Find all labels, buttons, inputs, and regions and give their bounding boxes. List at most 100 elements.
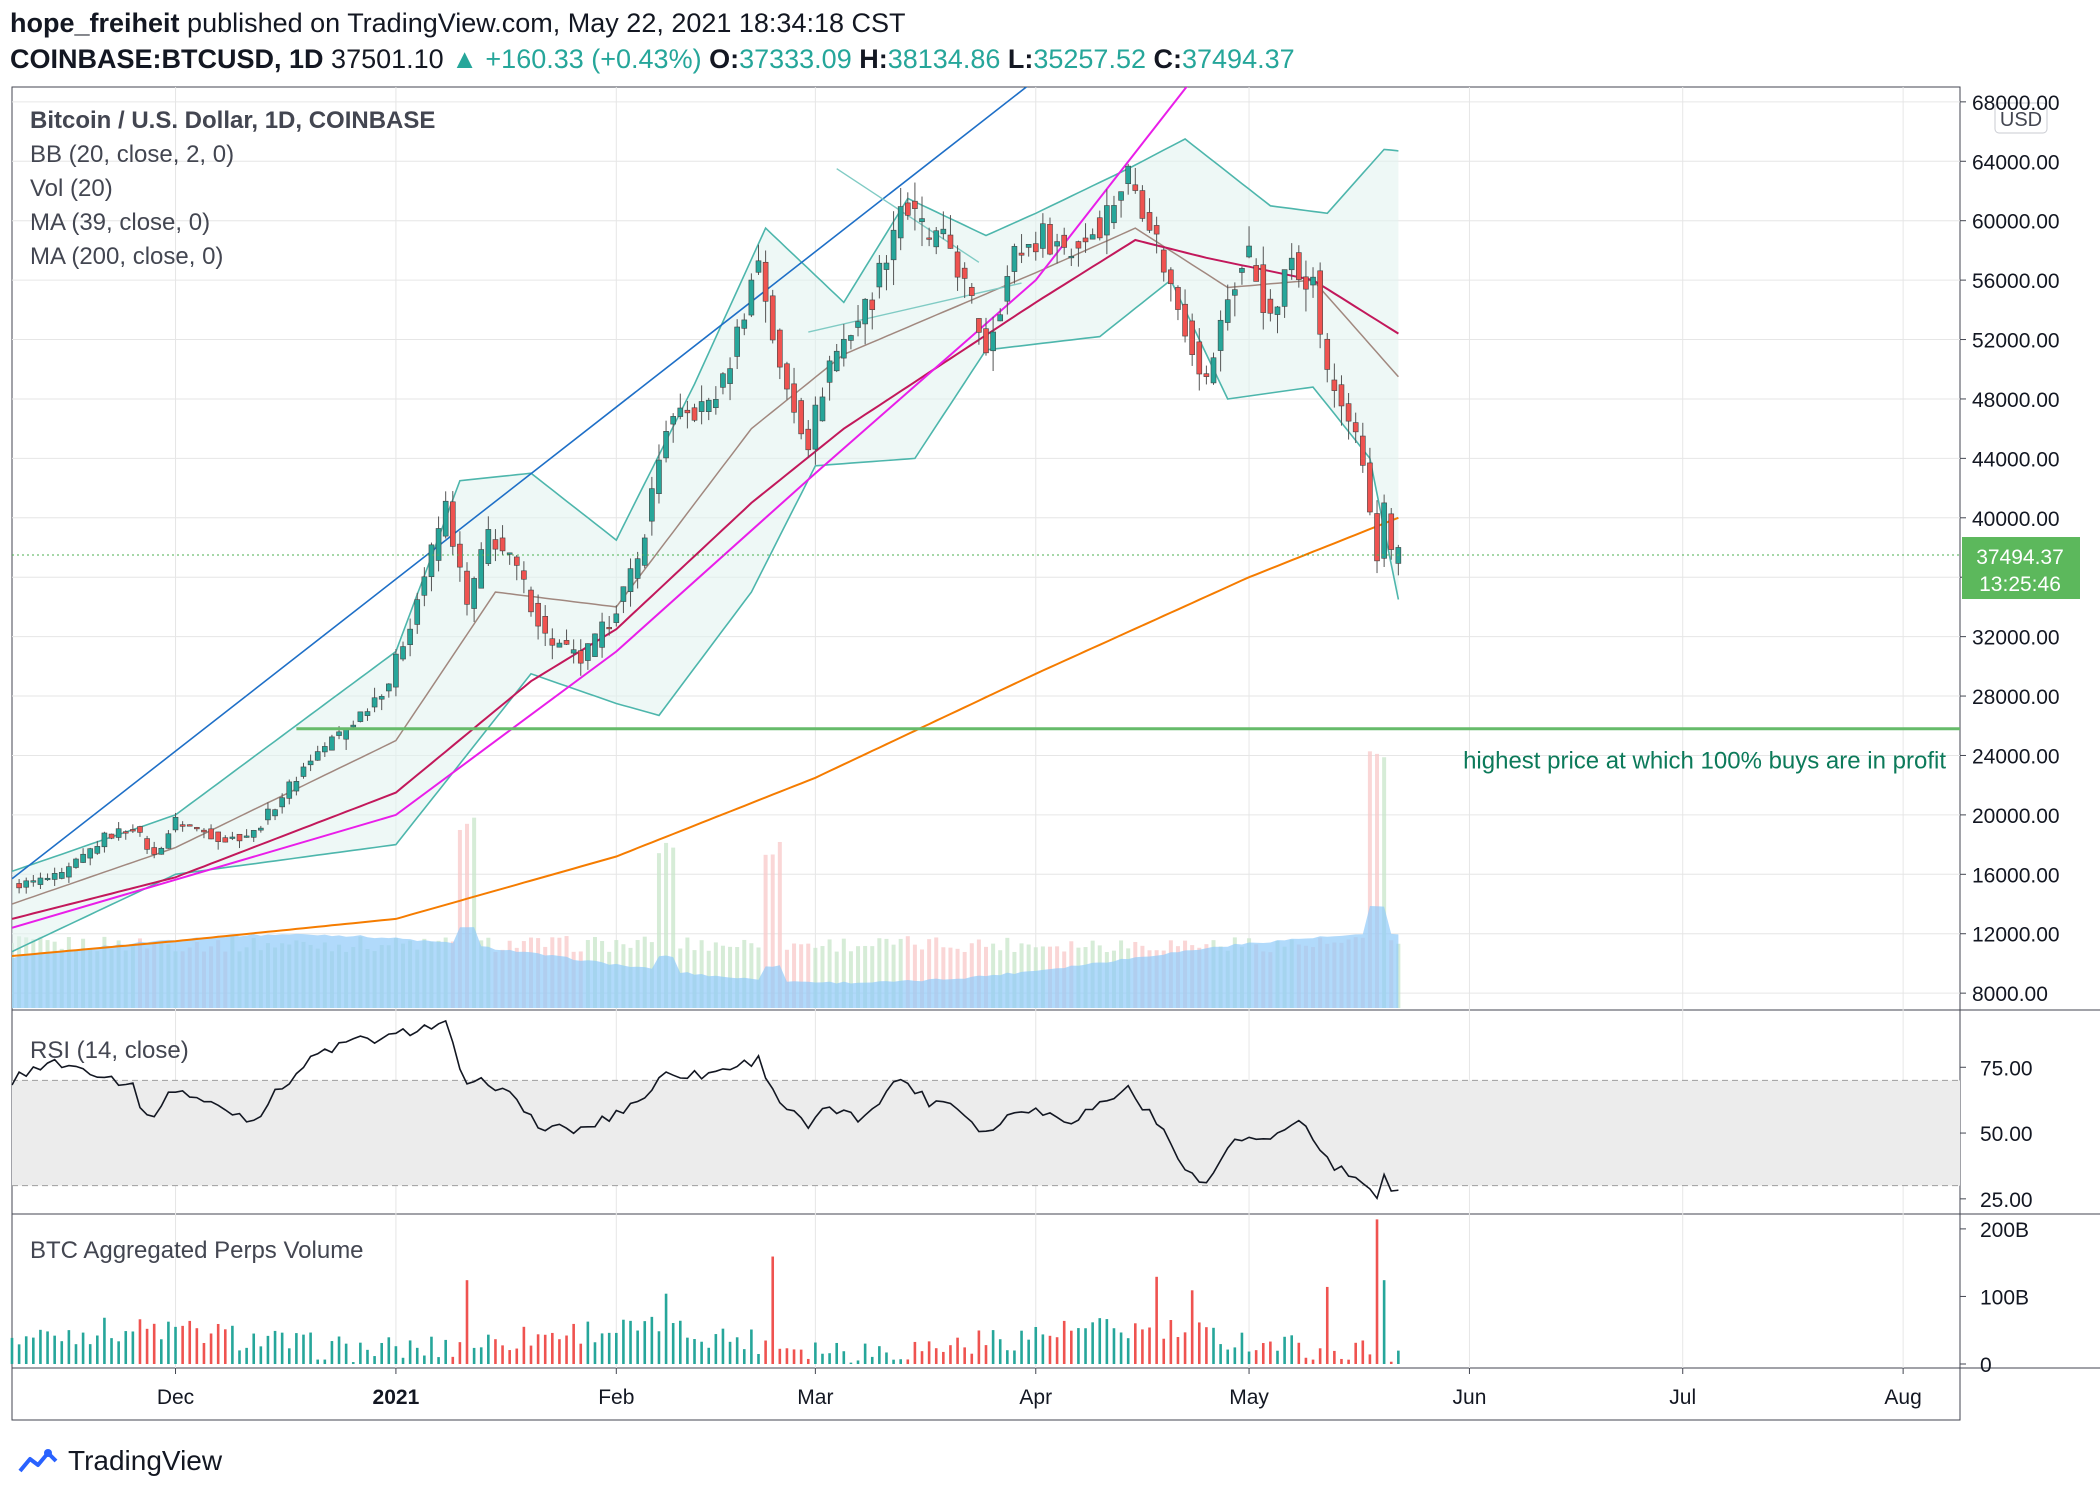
volume-bar (784, 949, 789, 1008)
perps-volume-bar (408, 1340, 412, 1364)
candle (16, 878, 22, 894)
perps-volume-bar (74, 1344, 78, 1364)
price-tick-label: 20000.00 (1972, 805, 2060, 828)
candle-body (912, 200, 918, 209)
perps-volume-bar (309, 1332, 312, 1364)
candle (1082, 223, 1089, 253)
price-tick-label: 56000.00 (1972, 270, 2060, 293)
close-label: C: (1153, 44, 1183, 74)
candle-body (1310, 276, 1316, 286)
candle-body (1367, 462, 1373, 513)
candle (1025, 244, 1032, 257)
perps-volume-bar (1354, 1342, 1357, 1364)
candle (492, 529, 499, 562)
tradingview-logo[interactable]: TradingView (14, 1445, 222, 1477)
perps-volume-bar (1240, 1332, 1244, 1364)
candle-body (798, 400, 804, 435)
candle (542, 605, 549, 647)
candle (890, 211, 897, 286)
volume-bar (1382, 757, 1387, 1008)
price-tick-label: 64000.00 (1972, 151, 2060, 174)
volume-bar (806, 943, 811, 1008)
candle-body (641, 537, 648, 566)
candle (1331, 363, 1338, 408)
candle-body (1061, 234, 1068, 248)
candle-body (194, 827, 200, 830)
perps-volume-bar (828, 1353, 831, 1364)
perps-volume-bar (942, 1351, 945, 1364)
perps-volume-bar (423, 1355, 426, 1364)
bb-lower-line (12, 278, 1400, 953)
candle (201, 828, 207, 839)
tradingview-brand: TradingView (68, 1445, 223, 1476)
candle (1381, 494, 1387, 567)
candle (677, 393, 684, 420)
candle (1089, 228, 1096, 240)
perps-volume-bar (885, 1352, 888, 1364)
perps-volume-bar (1197, 1322, 1201, 1364)
candle (649, 476, 655, 536)
candle-body (1281, 269, 1288, 307)
candle (37, 872, 44, 890)
candle-body (1047, 224, 1053, 255)
candle-body (1253, 265, 1259, 282)
perps-volume-bar (565, 1335, 568, 1364)
high-label: H: (859, 44, 888, 74)
candle-body (777, 329, 783, 368)
candle-body (1267, 298, 1274, 314)
candle-body (1203, 373, 1210, 377)
candle-body (1210, 357, 1217, 384)
candle-body (634, 558, 641, 579)
time-axis: Dec 2021 Feb Mar Apr May Jun Jul Aug (157, 1368, 1922, 1409)
candle (1267, 289, 1274, 322)
candle-body (1082, 237, 1089, 243)
perps-volume-bar (892, 1359, 895, 1364)
candle (549, 628, 556, 660)
perps-volume-bar (1375, 1219, 1379, 1364)
candle-body (236, 833, 243, 842)
candle (826, 355, 833, 401)
candle (222, 835, 229, 843)
candle (620, 586, 627, 614)
volume-bar (841, 938, 846, 1008)
support-annotation: highest price at which 100% buys are in … (1463, 748, 1946, 775)
candle (1118, 191, 1124, 218)
rsi-pane: RSI (14, close) 25.00 50.00 75.00 (11, 1019, 2033, 1212)
perps-volume-bar (615, 1332, 618, 1364)
candle (279, 793, 285, 814)
candle-body (684, 409, 691, 414)
volume-bar (813, 947, 818, 1008)
candle (73, 857, 79, 869)
perps-volume-bar (181, 1325, 184, 1364)
volume-bar (457, 829, 462, 1008)
currency-label: USD (2000, 109, 2042, 131)
candle (535, 594, 541, 640)
time-tick-label: Jun (1453, 1386, 1487, 1409)
candle-body (1146, 212, 1153, 231)
author-name[interactable]: hope_freiheit (10, 8, 180, 38)
perps-volume-bar (686, 1337, 689, 1364)
candle (521, 561, 527, 594)
volume-bar (877, 938, 882, 1008)
ma39-line (12, 238, 1399, 920)
price-tick-label: 40000.00 (1972, 508, 2060, 531)
perps-volume-bar (67, 1330, 71, 1364)
perps-volume-bar (1183, 1332, 1187, 1364)
time-tick-label: Apr (1019, 1386, 1052, 1409)
candle-body (1153, 225, 1160, 235)
candle (485, 516, 492, 566)
candle-body (371, 697, 378, 708)
candle (44, 873, 51, 881)
candle-body (862, 298, 868, 325)
candle (243, 829, 250, 838)
perps-volume-bar (1027, 1339, 1030, 1364)
candle (769, 289, 776, 344)
candle (1288, 243, 1295, 280)
candle-body (691, 407, 698, 421)
perps-volume-bar (1098, 1318, 1102, 1364)
candle-body (919, 218, 925, 223)
perps-volume-bar (167, 1321, 170, 1364)
perps-volume-bar (88, 1344, 92, 1364)
volume-ma-area (12, 906, 1399, 1008)
